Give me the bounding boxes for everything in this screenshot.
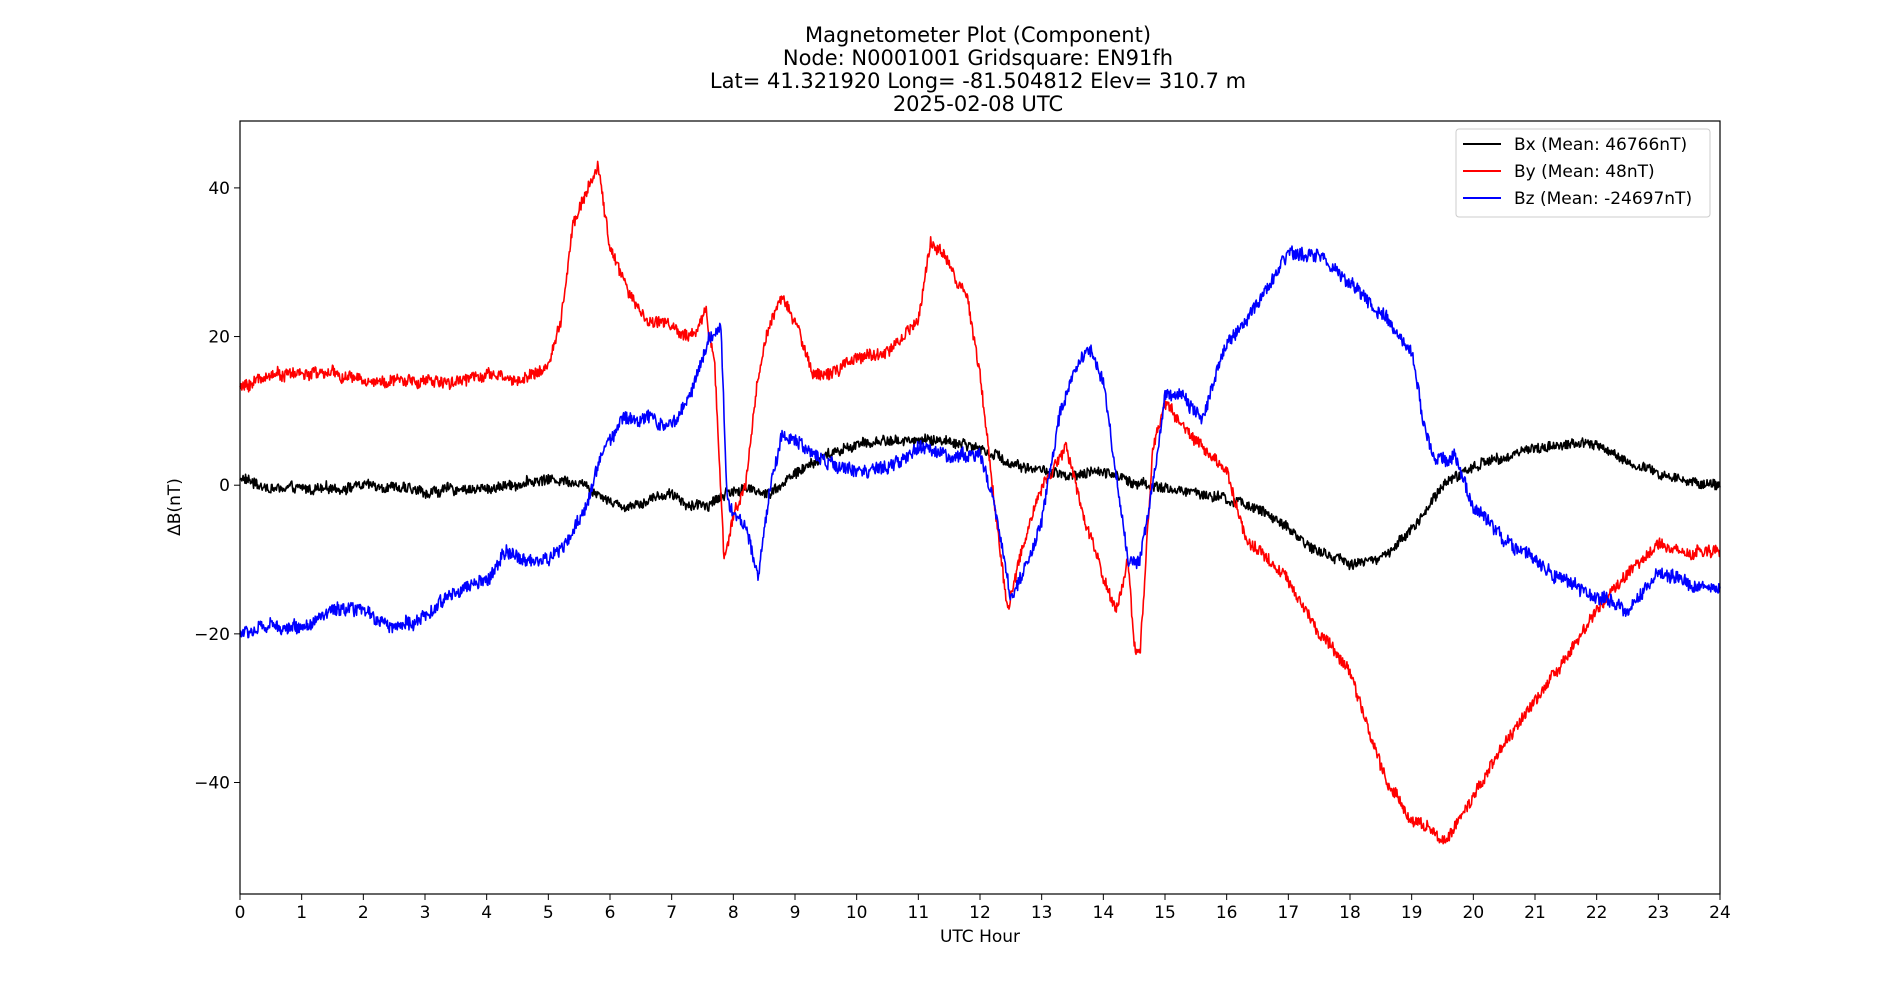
- series-by-line: [239, 160, 1721, 845]
- legend-label-by: By (Mean: 48nT): [1514, 162, 1655, 182]
- title-line-4: 2025-02-08 UTC: [893, 92, 1063, 116]
- y-tick-label: 0: [219, 476, 230, 496]
- legend-box: [1455, 128, 1711, 218]
- x-tick-label: 3: [420, 903, 431, 923]
- x-tick-label: 22: [1586, 903, 1608, 923]
- x-tick-label: 6: [605, 903, 616, 923]
- x-tick-label: 13: [1031, 903, 1053, 923]
- x-tick-label: 9: [790, 903, 801, 923]
- y-axis: −40 −20 0 20 40: [194, 179, 240, 794]
- x-tick-label: 5: [543, 903, 554, 923]
- legend: Bx (Mean: 46766nT) By (Mean: 48nT) Bz (M…: [1455, 128, 1711, 218]
- legend-label-bx: Bx (Mean: 46766nT): [1514, 135, 1687, 155]
- title-line-1: Magnetometer Plot (Component): [805, 23, 1151, 47]
- x-tick-label: 4: [481, 903, 492, 923]
- x-tick-label: 21: [1524, 903, 1546, 923]
- x-tick-label: 16: [1216, 903, 1238, 923]
- x-tick-label: 23: [1648, 903, 1670, 923]
- chart-title: Magnetometer Plot (Component) Node: N000…: [710, 23, 1246, 116]
- x-tick-label: 10: [846, 903, 868, 923]
- x-tick-label: 1: [296, 903, 307, 923]
- x-tick-label: 12: [969, 903, 991, 923]
- legend-label-bz: Bz (Mean: -24697nT): [1514, 189, 1692, 209]
- x-tick-label: 20: [1463, 903, 1485, 923]
- series-group: [239, 160, 1721, 845]
- series-bz-line: [239, 245, 1721, 639]
- title-line-2: Node: N0001001 Gridsquare: EN91fh: [783, 46, 1173, 70]
- y-tick-label: −20: [194, 625, 230, 645]
- x-axis: 0 1 2 3 4 5 6 7 8 9 10 11 12 13 14 15 16 17 18 19 20 21 22 23 24: [235, 894, 1731, 923]
- y-tick-label: 20: [208, 328, 230, 348]
- x-tick-label: 11: [908, 903, 930, 923]
- x-tick-label: 7: [666, 903, 677, 923]
- x-tick-label: 2: [358, 903, 369, 923]
- x-tick-label: 8: [728, 903, 739, 923]
- plot-frame: [239, 120, 1721, 895]
- x-tick-label: 18: [1339, 903, 1361, 923]
- x-tick-label: 15: [1154, 903, 1176, 923]
- x-tick-label: 24: [1709, 903, 1731, 923]
- y-axis-label: ΔB(nT): [165, 478, 185, 536]
- title-line-3: Lat= 41.321920 Long= -81.504812 Elev= 31…: [710, 69, 1246, 93]
- x-tick-label: 17: [1278, 903, 1300, 923]
- x-tick-label: 14: [1093, 903, 1115, 923]
- x-axis-label: UTC Hour: [940, 927, 1020, 947]
- y-tick-label: −40: [194, 774, 230, 794]
- x-tick-label: 0: [235, 903, 246, 923]
- y-tick-label: 40: [208, 179, 230, 199]
- x-tick-label: 19: [1401, 903, 1423, 923]
